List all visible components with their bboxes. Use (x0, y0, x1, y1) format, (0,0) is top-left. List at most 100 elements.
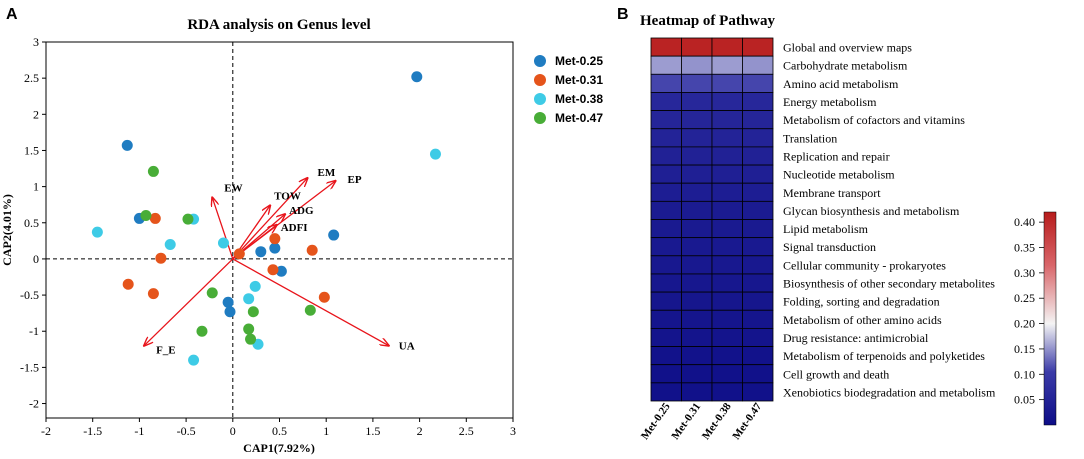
heatmap-cell (681, 128, 713, 148)
heatmap-cell (681, 200, 713, 220)
heatmap-cell (681, 55, 713, 75)
point-met-0-25 (269, 242, 281, 254)
heatmap-cell (711, 291, 743, 311)
heatmap-row-label: Membrane transport (783, 186, 881, 200)
y-tick-label: 1.5 (24, 143, 39, 157)
arrow-label-adg: ADG (289, 205, 314, 217)
colorbar-tick-label: 0.10 (1014, 367, 1035, 381)
point-met-0-31 (306, 244, 318, 256)
heatmap-cell (650, 291, 682, 311)
heatmap-row-label: Global and overview maps (783, 41, 912, 55)
arrow-label-adfi: ADFI (281, 222, 308, 234)
heatmap-cell (711, 364, 743, 384)
heatmap-cell (742, 146, 774, 166)
heatmap-cell (650, 382, 682, 402)
y-tick-label: 2.5 (24, 71, 39, 85)
point-met-0-25 (255, 246, 267, 258)
heatmap-cell (681, 291, 713, 311)
rda-axis-ticks: -2 -1.5 -1 -0.5 0 0.5 1 1.5 2 2.5 3 3 2.5 2 1.5 1 0.5 0 -0… (20, 35, 516, 438)
heatmap-cell (650, 327, 682, 347)
point-met-0-25 (411, 71, 423, 83)
legend-label: Met-0.38 (555, 92, 603, 106)
heatmap-cell (742, 164, 774, 184)
heatmap-row-label: Metabolism of cofactors and vitamins (783, 113, 965, 127)
legend-label: Met-0.25 (555, 54, 603, 68)
point-met-0-38 (243, 293, 255, 305)
point-met-0-25 (275, 265, 287, 277)
arrow-ew (212, 197, 234, 260)
x-tick-label: 3 (510, 424, 516, 438)
y-tick-label: -1 (29, 324, 39, 338)
heatmap-cell (742, 291, 774, 311)
rda-y-axis-label: CAP2(4.01%) (0, 194, 14, 266)
heatmap-row-label: Cellular community - prokaryotes (783, 258, 946, 272)
point-met-0-25 (224, 306, 236, 318)
y-tick-label: -1.5 (20, 360, 39, 374)
heatmap-cell (681, 237, 713, 257)
heatmap-row-label: Metabolism of other amino acids (783, 313, 942, 327)
heatmap-row-label: Amino acid metabolism (783, 77, 899, 91)
legend-marker (534, 74, 546, 86)
heatmap-cell (742, 128, 774, 148)
x-tick-label: -1 (134, 424, 144, 438)
x-tick-label: 2 (417, 424, 423, 438)
heatmap-colorbar-ticks: 0.05 0.10 0.15 0.20 0.25 0.30 0.35 0.40 (1014, 215, 1044, 407)
y-tick-label: 2 (33, 107, 39, 121)
heatmap-row-label: Nucleotide metabolism (783, 168, 895, 182)
heatmap-cell (742, 237, 774, 257)
point-met-0-31 (122, 278, 134, 290)
panel-a-letter: A (6, 6, 18, 23)
panel-b-letter: B (617, 6, 629, 23)
heatmap-cell (711, 219, 743, 239)
point-met-0-31 (269, 233, 281, 245)
heatmap-cell (742, 219, 774, 239)
legend-marker (534, 112, 546, 124)
heatmap-row-label: Glycan biosynthesis and metabolism (783, 204, 960, 218)
arrow-label-ua: UA (399, 341, 415, 353)
x-tick-label: 2.5 (459, 424, 474, 438)
point-met-0-25 (328, 229, 340, 241)
colorbar-tick-label: 0.15 (1014, 342, 1035, 356)
heatmap-cell (742, 55, 774, 75)
arrow-em (232, 178, 308, 260)
heatmap-cell (681, 364, 713, 384)
heatmap-title: Heatmap of Pathway (640, 13, 775, 29)
heatmap-cell (711, 164, 743, 184)
heatmap-cell (650, 219, 682, 239)
heatmap-colorbar (1043, 211, 1057, 426)
heatmap-cell (711, 255, 743, 275)
arrow-label-ep: EP (348, 174, 362, 186)
point-met-0-38 (249, 280, 261, 292)
heatmap-cell (650, 92, 682, 111)
heatmap-cell (711, 346, 743, 366)
point-met-0-47 (304, 304, 316, 316)
heatmap-cell (711, 382, 743, 402)
heatmap-column-label: Met-0.47 (730, 400, 764, 442)
heatmap-cell (711, 128, 743, 148)
point-met-0-31 (267, 264, 279, 276)
heatmap-cell (650, 182, 682, 202)
heatmap-row-label: Lipid metabolism (783, 222, 869, 236)
point-met-0-38 (164, 238, 176, 250)
colorbar-tick-label: 0.20 (1014, 317, 1035, 331)
rda-plot-frame (45, 41, 514, 419)
heatmap-cell (742, 273, 774, 293)
heatmap-row-label: Biosynthesis of other secondary metaboli… (783, 277, 995, 291)
point-met-0-31 (147, 288, 159, 300)
heatmap-row-label: Folding, sorting and degradation (783, 295, 940, 309)
heatmap-cell (681, 219, 713, 239)
heatmap-column-label: Met-0.25 (639, 400, 673, 442)
heatmap-cell (742, 364, 774, 384)
heatmap-cell (742, 37, 774, 57)
heatmap-cell (711, 110, 743, 130)
heatmap-row-label: Xenobiotics biodegradation and metabolis… (783, 385, 996, 399)
rda-x-axis-label: CAP1(7.92%) (243, 441, 315, 455)
heatmap-cell (681, 146, 713, 166)
heatmap-row-label: Cell growth and death (783, 367, 889, 381)
heatmap-cell (742, 92, 774, 111)
point-met-0-47 (147, 165, 159, 177)
heatmap-cell (650, 200, 682, 220)
heatmap-cell (650, 255, 682, 275)
y-tick-label: 1 (33, 180, 39, 194)
point-met-0-38 (188, 354, 200, 366)
